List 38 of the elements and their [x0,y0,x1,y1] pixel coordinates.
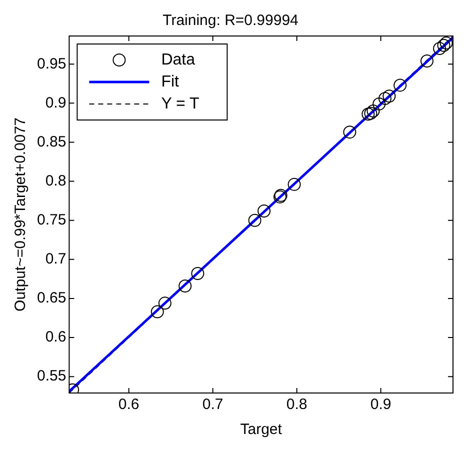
point [362,108,375,121]
y-tick-label: 0.6 [45,328,66,346]
point [364,106,378,120]
point [420,54,434,68]
y-tick-label: 0.9 [45,94,66,112]
legend-label: Y = T [161,95,200,112]
point [440,36,453,50]
x-tick-label: 0.9 [370,396,392,414]
point [433,42,446,55]
point [150,305,164,318]
point [288,178,301,191]
x-tick-label: 0.6 [118,396,140,414]
legend-label: Fit [161,73,180,90]
point [248,214,262,227]
point [191,266,204,280]
y-tick-label: 0.75 [36,212,66,228]
point [437,38,450,52]
point [178,279,192,292]
point [258,204,271,218]
point [382,90,396,103]
y-axis-title: Output~=0.99*Target+0.0077 [12,118,30,312]
y-tick-label: 0.8 [45,172,66,190]
y-tick-label: 0.55 [36,368,66,385]
point [366,104,380,118]
x-tick-label: 0.7 [202,396,224,414]
x-tick-label: 0.8 [286,396,308,414]
point [372,97,386,110]
y-tick-label: 0.85 [36,133,66,150]
point [394,78,407,92]
point [158,296,172,310]
x-axis-title: Target [240,421,283,438]
point [343,126,356,139]
y-tick-label: 0.65 [36,290,66,307]
y-tick-label: 0.7 [45,250,66,268]
legend-label: Data [161,51,196,68]
chart-title: Training: R=0.99994 [162,12,298,30]
point [378,92,392,105]
y-tick-label: 0.95 [36,55,66,72]
